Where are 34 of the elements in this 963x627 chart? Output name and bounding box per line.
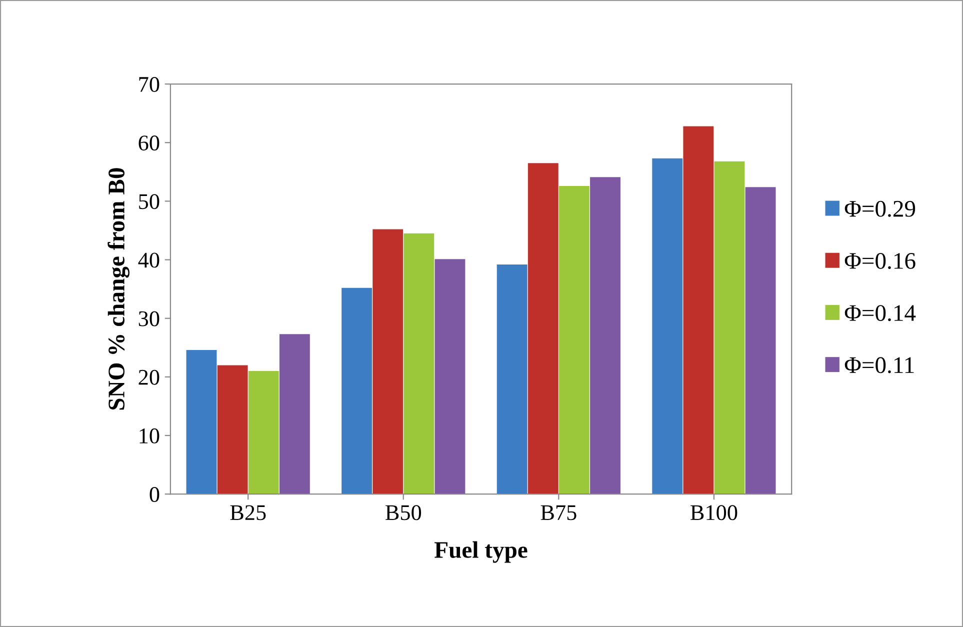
- bar: [342, 288, 372, 494]
- legend-label: Φ=0.16: [844, 252, 916, 270]
- bar: [217, 365, 248, 494]
- bar: [558, 186, 590, 494]
- bar: [434, 259, 466, 494]
- bar: [248, 371, 279, 494]
- y-tick-label: 40: [138, 252, 160, 268]
- bar: [683, 126, 714, 494]
- x-tick-label: B100: [690, 505, 738, 520]
- legend-label: Φ=0.11: [844, 357, 914, 374]
- y-tick-label: 10: [140, 428, 160, 444]
- bar: [528, 163, 558, 494]
- bar: [652, 158, 683, 494]
- bar: [745, 187, 776, 494]
- y-tick-label: 50: [139, 194, 160, 210]
- x-tick-label: B25: [230, 505, 266, 520]
- y-tick-label: 20: [138, 370, 160, 385]
- legend-label: Φ=0.14: [844, 305, 916, 322]
- x-tick-label: B50: [385, 505, 422, 520]
- y-tick-label: 30: [138, 311, 160, 326]
- y-tick-label: 60: [138, 136, 160, 151]
- y-tick-label: 70: [139, 76, 160, 92]
- bar: [186, 350, 217, 494]
- x-axis-title: Fuel type: [434, 541, 528, 563]
- y-tick-label: 0: [150, 487, 160, 502]
- bar: [496, 264, 528, 494]
- bar: [404, 233, 434, 494]
- bar: [279, 334, 310, 494]
- bar: [714, 161, 745, 494]
- legend-label: Φ=0.29: [844, 200, 916, 217]
- bar: [372, 229, 404, 494]
- x-tick-label: B75: [540, 505, 576, 520]
- y-axis-title: SNO % change from B0: [108, 168, 130, 410]
- bar: [590, 177, 620, 494]
